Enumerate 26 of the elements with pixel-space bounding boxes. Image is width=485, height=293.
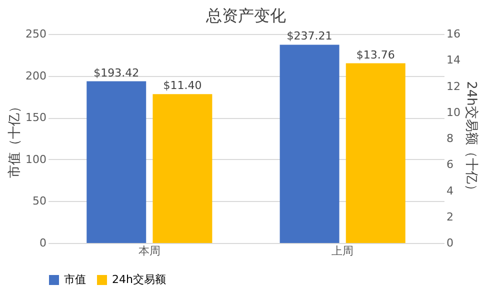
y-tick-label: 200	[26, 69, 46, 82]
y2-tick-label: 10	[446, 106, 460, 119]
y-tick-label: 100	[26, 152, 46, 166]
x-tick-label: 上周	[332, 244, 354, 258]
y-tick-label: 0	[40, 236, 46, 250]
y2-tick-label: 8	[446, 132, 454, 145]
data-label: $237.21	[286, 30, 332, 43]
y2-tick-label: 2	[446, 210, 454, 224]
y-tick-label: 150	[26, 111, 46, 124]
x-tick-label: 本周	[138, 244, 160, 258]
data-label: $11.40	[163, 79, 202, 92]
y2-tick-label: 6	[446, 158, 454, 172]
y2-tick-label: 12	[446, 80, 460, 93]
y2-tick-label: 14	[446, 54, 460, 67]
y-tick-label: 250	[26, 28, 46, 40]
y-axis-title: 市值（十亿）	[8, 100, 23, 178]
data-label: $13.76	[356, 48, 395, 62]
y2-tick-label: 4	[446, 184, 454, 198]
legend-label: 市值	[64, 273, 86, 286]
y2-tick-label: 0	[446, 236, 454, 250]
y2-tick-label: 16	[446, 28, 460, 40]
legend-label: 24h交易额	[112, 273, 166, 286]
data-label: $193.42	[94, 66, 140, 80]
y-tick-label: 50	[32, 194, 46, 208]
chart-title: 总资产变化	[205, 6, 286, 25]
y2-axis-title: 24h交易额（十亿）	[463, 81, 480, 197]
